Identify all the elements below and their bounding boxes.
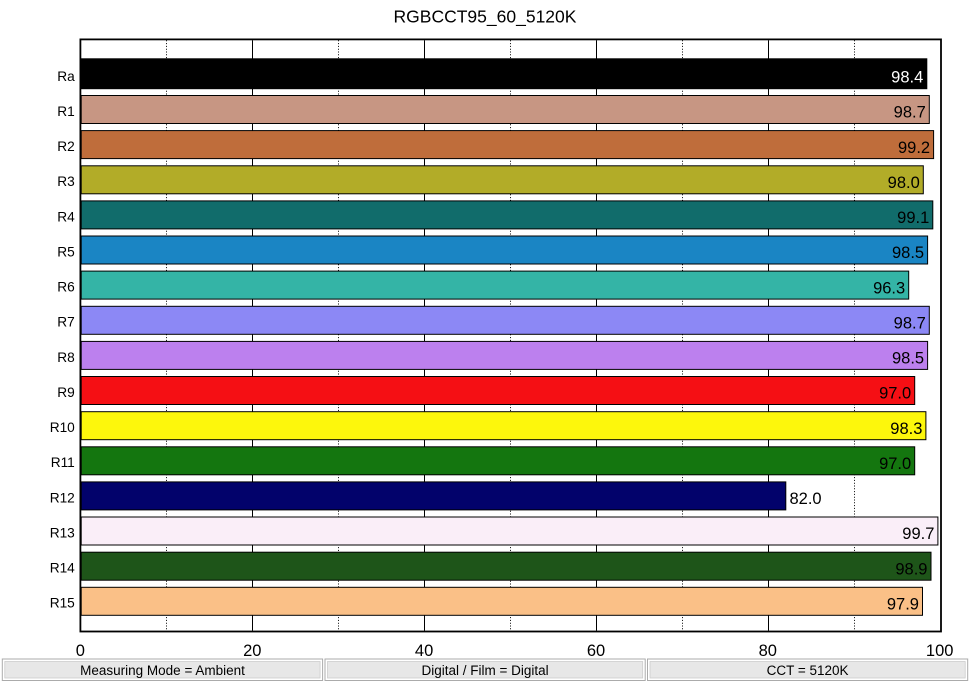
svg-text:RGBCCT95_60_5120K: RGBCCT95_60_5120K — [394, 7, 577, 28]
svg-text:R13: R13 — [50, 525, 75, 540]
svg-text:99.1: 99.1 — [897, 209, 929, 227]
svg-text:99.7: 99.7 — [902, 525, 934, 543]
svg-text:100: 100 — [926, 642, 954, 660]
svg-text:20: 20 — [243, 642, 261, 660]
svg-text:98.5: 98.5 — [892, 350, 924, 368]
svg-text:40: 40 — [415, 642, 433, 660]
svg-text:R4: R4 — [57, 209, 75, 224]
svg-text:96.3: 96.3 — [873, 279, 905, 297]
svg-text:R10: R10 — [50, 420, 75, 435]
svg-text:R15: R15 — [50, 596, 75, 611]
svg-text:R1: R1 — [57, 104, 75, 119]
svg-text:82.0: 82.0 — [790, 490, 822, 508]
svg-text:98.9: 98.9 — [895, 560, 927, 578]
svg-text:98.7: 98.7 — [894, 315, 926, 333]
svg-text:80: 80 — [759, 642, 777, 660]
svg-text:60: 60 — [587, 642, 605, 660]
svg-text:CCT = 5120K: CCT = 5120K — [767, 663, 849, 678]
svg-text:R2: R2 — [57, 139, 75, 154]
svg-text:0: 0 — [76, 642, 85, 660]
svg-text:97.0: 97.0 — [879, 455, 911, 473]
svg-text:R11: R11 — [51, 455, 75, 470]
svg-text:Ra: Ra — [57, 69, 75, 84]
svg-text:R8: R8 — [57, 350, 75, 365]
svg-text:R9: R9 — [57, 385, 75, 400]
svg-text:R12: R12 — [50, 490, 75, 505]
svg-text:R5: R5 — [57, 244, 75, 259]
svg-text:97.9: 97.9 — [887, 596, 919, 614]
svg-text:97.0: 97.0 — [879, 385, 911, 403]
svg-text:Digital / Film = Digital: Digital / Film = Digital — [422, 663, 549, 678]
svg-text:R6: R6 — [57, 280, 75, 295]
svg-text:98.3: 98.3 — [890, 420, 922, 438]
svg-text:Measuring Mode = Ambient: Measuring Mode = Ambient — [80, 663, 245, 678]
svg-text:R14: R14 — [50, 561, 75, 576]
svg-text:98.7: 98.7 — [894, 104, 926, 122]
svg-text:98.4: 98.4 — [891, 69, 923, 87]
svg-text:99.2: 99.2 — [898, 139, 930, 157]
svg-text:98.0: 98.0 — [888, 174, 920, 192]
svg-text:R7: R7 — [57, 315, 75, 330]
svg-text:98.5: 98.5 — [892, 244, 924, 262]
svg-text:R3: R3 — [57, 174, 75, 189]
